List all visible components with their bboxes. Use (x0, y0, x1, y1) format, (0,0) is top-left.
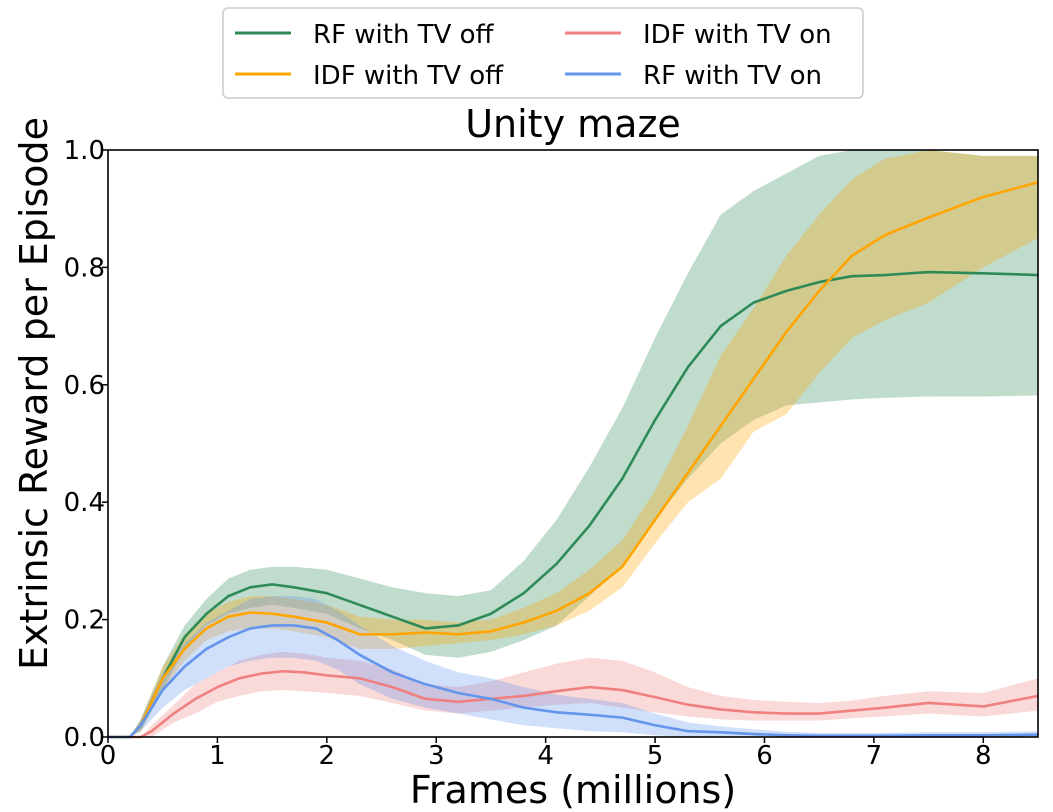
x-tick-label: 8 (975, 741, 992, 771)
x-axis: 0 1 2 3 4 5 6 7 8 (100, 737, 992, 771)
series-lines (108, 181, 1039, 739)
x-tick-label: 4 (537, 741, 554, 771)
idf-with-tv-off-band (108, 150, 1038, 737)
x-tick-label: 1 (209, 741, 226, 771)
y-tick-label: 0.2 (64, 606, 105, 636)
plot-frame (107, 149, 1039, 738)
confidence-bands (108, 150, 1038, 737)
legend: RF with TV off IDF with TV on IDF with TV … (222, 7, 864, 99)
y-tick-label: 0.0 (64, 723, 105, 753)
rf-with-tv-on-legend-label: RF with TV on (643, 61, 822, 91)
x-tick-label: 7 (866, 741, 883, 771)
y-axis: 0.0 0.2 0.4 0.6 0.8 1.0 (64, 136, 108, 753)
rf-with-tv-off-legend-label: RF with TV off (313, 20, 495, 50)
x-tick-label: 2 (319, 741, 336, 771)
x-tick-label: 0 (100, 741, 117, 771)
rf-with-tv-off-band (108, 150, 1038, 737)
y-tick-label: 0.4 (64, 488, 105, 518)
rf-with-tv-on-line (108, 624, 1039, 739)
rf-with-tv-on-band (108, 596, 1038, 737)
y-tick-label: 1.0 (64, 136, 105, 166)
x-tick-label: 5 (647, 741, 664, 771)
x-tick-label: 6 (756, 741, 773, 771)
idf-with-tv-off-line (108, 181, 1039, 739)
y-tick-label: 0.6 (64, 371, 105, 401)
rf-with-tv-off-line (108, 270, 1039, 739)
x-tick-label: 3 (428, 741, 445, 771)
idf-with-tv-on-band (108, 651, 1038, 737)
idf-with-tv-off-legend-label: IDF with TV off (313, 61, 504, 91)
chart-title: Unity maze (465, 102, 681, 146)
x-axis-label: Frames (millions) (410, 768, 736, 812)
y-tick-label: 0.8 (64, 253, 105, 283)
y-axis-label: Extrinsic Reward per Episode (12, 117, 56, 670)
idf-with-tv-on-legend-label: IDF with TV on (643, 20, 832, 50)
legend-box (222, 7, 864, 99)
